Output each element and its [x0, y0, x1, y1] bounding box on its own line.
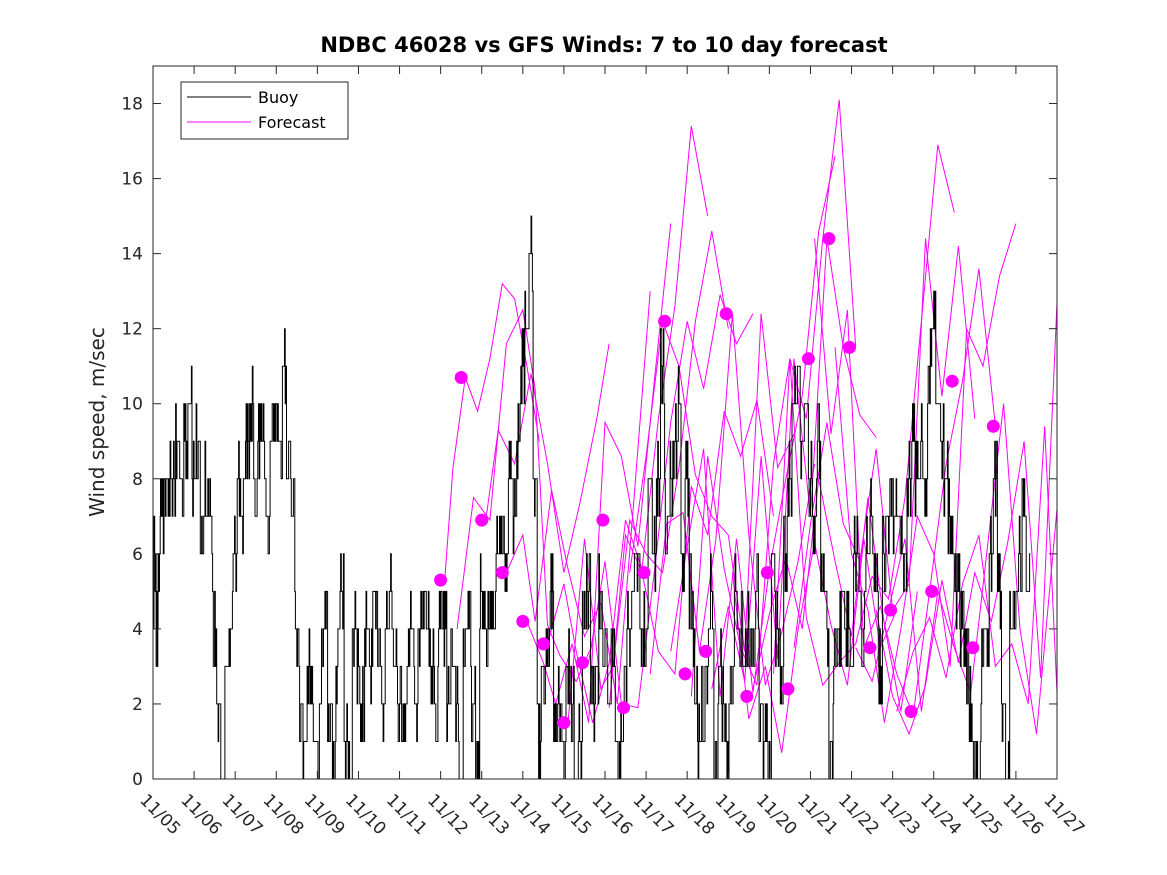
- forecast-marker: [986, 419, 1000, 433]
- legend-box: [180, 81, 349, 140]
- forecast-marker: [516, 614, 530, 628]
- buoy-series-group: [153, 215, 1031, 780]
- legend: Buoy Forecast: [180, 81, 349, 140]
- forecast-marker: [801, 352, 815, 366]
- forecast-line: [670, 155, 836, 697]
- forecast-line: [547, 125, 709, 723]
- forecast-line: [567, 231, 729, 723]
- y-tick-label: 14: [121, 245, 143, 265]
- forecast-marker: [966, 641, 980, 655]
- forecast-marker: [740, 689, 754, 703]
- forecast-line: [629, 313, 795, 652]
- y-axis-label: Wind speed, m/sec: [85, 327, 109, 517]
- legend-buoy-label: Buoy: [258, 88, 298, 107]
- forecast-marker: [596, 513, 610, 527]
- y-tick-label: 8: [132, 470, 143, 490]
- forecast-line: [608, 399, 774, 708]
- forecast-marker: [637, 566, 651, 580]
- forecast-marker: [822, 232, 836, 246]
- forecast-marker: [617, 701, 630, 715]
- forecast-line: [834, 223, 1017, 723]
- forecast-line: [752, 478, 918, 712]
- y-tick-label: 12: [121, 320, 143, 340]
- chart-title: NDBC 46028 vs GFS Winds: 7 to 10 day for…: [320, 33, 887, 57]
- forecast-markers-group: [434, 232, 1000, 730]
- forecast-line: [875, 302, 1058, 736]
- forecast-marker: [719, 307, 733, 321]
- forecast-marker: [884, 603, 898, 617]
- forecast-marker: [843, 340, 856, 354]
- forecast-marker: [945, 374, 959, 388]
- forecast-marker: [699, 644, 713, 658]
- y-tick-label: 4: [132, 620, 143, 640]
- y-tick-label: 6: [132, 545, 143, 565]
- forecast-marker: [904, 705, 918, 718]
- forecast-line: [711, 238, 877, 689]
- y-axis: 0 2 4 6 8 10 12 14 16 18: [121, 95, 1057, 790]
- y-tick-label: 16: [121, 170, 143, 190]
- forecast-marker: [575, 656, 589, 670]
- forecast-line: [690, 99, 857, 697]
- forecast-marker: [781, 682, 795, 696]
- buoy-line: [153, 215, 1031, 780]
- forecast-line: [793, 238, 976, 648]
- forecast-marker: [658, 314, 672, 328]
- forecast-line: [526, 223, 672, 723]
- forecast-marker: [863, 641, 877, 655]
- forecast-marker: [434, 573, 448, 587]
- y-tick-label: 2: [132, 695, 143, 715]
- forecast-marker: [557, 716, 571, 730]
- forecast-marker: [760, 566, 774, 580]
- forecast-marker: [475, 513, 489, 527]
- forecast-marker: [678, 667, 692, 681]
- y-tick-label: 10: [121, 395, 143, 415]
- legend-forecast-label: Forecast: [258, 113, 326, 132]
- forecast-marker: [536, 637, 550, 651]
- y-tick-label: 18: [121, 95, 143, 115]
- forecast-marker: [495, 566, 509, 580]
- forecast-line: [896, 426, 1058, 712]
- forecast-line: [485, 343, 610, 573]
- y-tick-label: 0: [132, 770, 143, 790]
- forecast-line: [505, 291, 651, 704]
- forecast-marker: [925, 584, 939, 598]
- forecast-marker: [454, 371, 468, 384]
